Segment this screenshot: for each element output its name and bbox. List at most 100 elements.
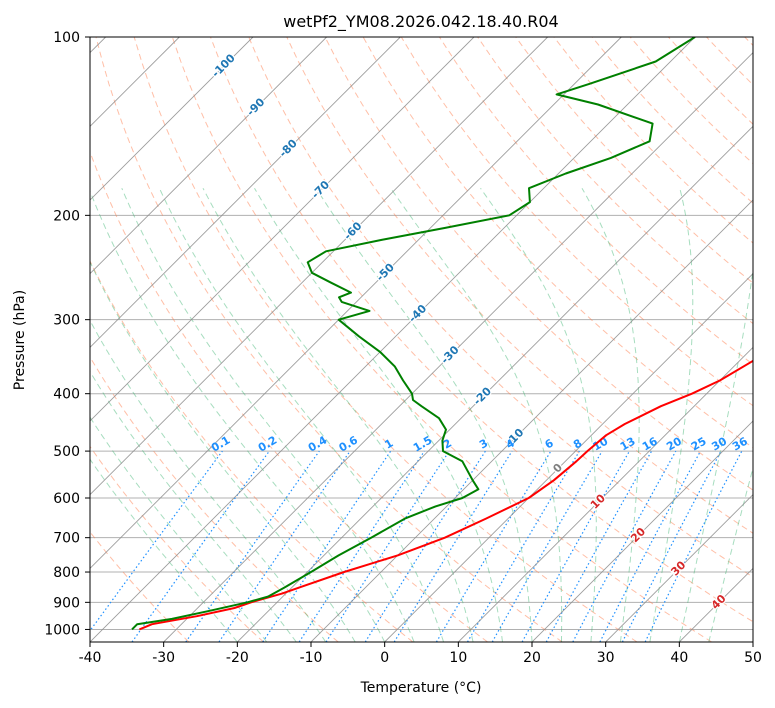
moist-adiabat	[202, 187, 474, 642]
isotherm-line	[605, 494, 753, 642]
mixing-ratio-line	[131, 450, 270, 642]
dry-adiabat	[171, 37, 712, 642]
isotherm-line	[90, 37, 696, 642]
dry-adiabat	[706, 37, 753, 86]
isotherm-label: -30	[438, 343, 461, 366]
dry-adiabat	[133, 37, 638, 642]
plot-frame	[89, 36, 754, 643]
moist-adiabat	[480, 187, 597, 642]
isotherm-label: 40	[709, 592, 729, 612]
mixing-ratio-label: 6	[543, 436, 556, 451]
isotherm-label: -60	[341, 219, 364, 242]
chart-title: wetPf2_YM08.2026.042.18.40.R04	[283, 12, 558, 32]
isotherm-label: -50	[374, 260, 397, 283]
dry-adiabat	[591, 37, 753, 204]
dewpoint-profile-line	[131, 37, 696, 631]
profile-series	[131, 37, 753, 631]
isotherm-label: -40	[406, 302, 429, 325]
moist-adiabat	[90, 370, 297, 642]
y-tick-label: 500	[53, 444, 80, 460]
dry-adiabat	[286, 37, 753, 534]
moist-adiabat	[254, 187, 503, 642]
moist-adiabat	[90, 416, 268, 642]
mixing-ratio-line	[644, 450, 743, 642]
isotherm-line	[90, 37, 327, 275]
isotherm-label: -100	[209, 51, 238, 80]
moist-adiabat	[90, 189, 386, 642]
moist-adiabat	[315, 187, 533, 642]
y-tick-label: 1000	[44, 622, 80, 638]
x-tick-label: 30	[597, 650, 615, 666]
moist-adiabat	[121, 188, 415, 642]
x-tick-label: -10	[300, 650, 323, 666]
y-tick-label: 200	[53, 208, 80, 224]
dry-adiabats	[90, 37, 753, 642]
y-tick-label: 800	[53, 565, 80, 581]
moist-adiabat	[649, 188, 694, 642]
x-axis-ticks: -40 -30 -20 -10 0 10 20 30 40 50	[79, 642, 762, 666]
dry-adiabat	[324, 37, 753, 491]
x-tick-label: 0	[380, 650, 389, 666]
x-tick-label: 50	[744, 650, 762, 666]
isotherm-line	[310, 199, 753, 642]
y-tick-label: 300	[53, 313, 80, 329]
x-tick-label: -40	[79, 650, 102, 666]
x-tick-label: 10	[449, 650, 467, 666]
dry-adiabat	[90, 259, 414, 642]
mixing-ratio-line	[364, 450, 486, 642]
isotherm-label: 30	[668, 558, 688, 578]
y-tick-label: 400	[53, 387, 80, 403]
isotherm-label: -70	[309, 178, 332, 201]
isotherm-label: -20	[471, 384, 494, 407]
dry-adiabat	[553, 37, 753, 244]
pressure-gridlines	[90, 37, 753, 630]
moist-adiabat	[390, 187, 563, 642]
isotherm-line	[237, 125, 753, 642]
dry-adiabat	[210, 37, 753, 623]
x-axis-label: Temperature (°C)	[360, 680, 482, 696]
x-tick-label: 40	[670, 650, 688, 666]
plot-area: -100-90-80-70-60-50-40-30-20-10010203040…	[90, 37, 753, 642]
y-tick-label: 100	[53, 30, 80, 46]
dry-adiabat	[90, 356, 339, 642]
moist-adiabat	[90, 458, 238, 642]
isotherm-line	[90, 37, 401, 348]
dry-adiabat	[515, 37, 753, 284]
x-tick-label: -30	[152, 650, 175, 666]
moist-adiabat	[678, 265, 753, 642]
dry-adiabat	[95, 37, 563, 642]
moist-adiabat	[90, 319, 327, 642]
moist-adiabats	[90, 187, 753, 642]
isotherm-line	[90, 37, 622, 569]
isotherm-label: -90	[244, 95, 267, 118]
isotherm-line	[384, 273, 753, 642]
temperature-profile-line	[139, 359, 753, 631]
isotherm-line	[90, 37, 475, 422]
mixing-ratio-line	[298, 450, 425, 642]
mixing-ratio-line	[521, 450, 631, 642]
mixing-ratio-line	[572, 450, 677, 642]
isotherm-line	[531, 420, 753, 642]
isotherm-line	[163, 52, 753, 642]
y-axis-ticks: 100 200 300 400 500 600 700 800 900 1000	[44, 30, 90, 638]
isotherm-line	[90, 37, 254, 201]
moist-adiabat	[581, 187, 640, 642]
mixing-ratio-line	[545, 450, 653, 642]
isotherm-line	[458, 346, 753, 642]
moist-adiabat	[708, 466, 753, 642]
isotherm-line	[752, 641, 753, 642]
isotherms	[90, 37, 753, 642]
isotherm-label: -80	[277, 137, 300, 160]
y-axis-label: Pressure (hPa)	[12, 290, 28, 390]
y-tick-label: 600	[53, 491, 80, 507]
dry-adiabat	[248, 37, 753, 578]
moist-adiabat	[90, 260, 356, 642]
y-tick-label: 700	[53, 531, 80, 547]
isotherm-label: 20	[628, 525, 648, 545]
isotherm-line	[90, 37, 548, 496]
y-tick-label: 900	[53, 595, 80, 611]
mixing-ratio-lines	[90, 450, 743, 642]
isotherm-label: 10	[588, 491, 608, 511]
x-tick-label: 20	[523, 650, 541, 666]
